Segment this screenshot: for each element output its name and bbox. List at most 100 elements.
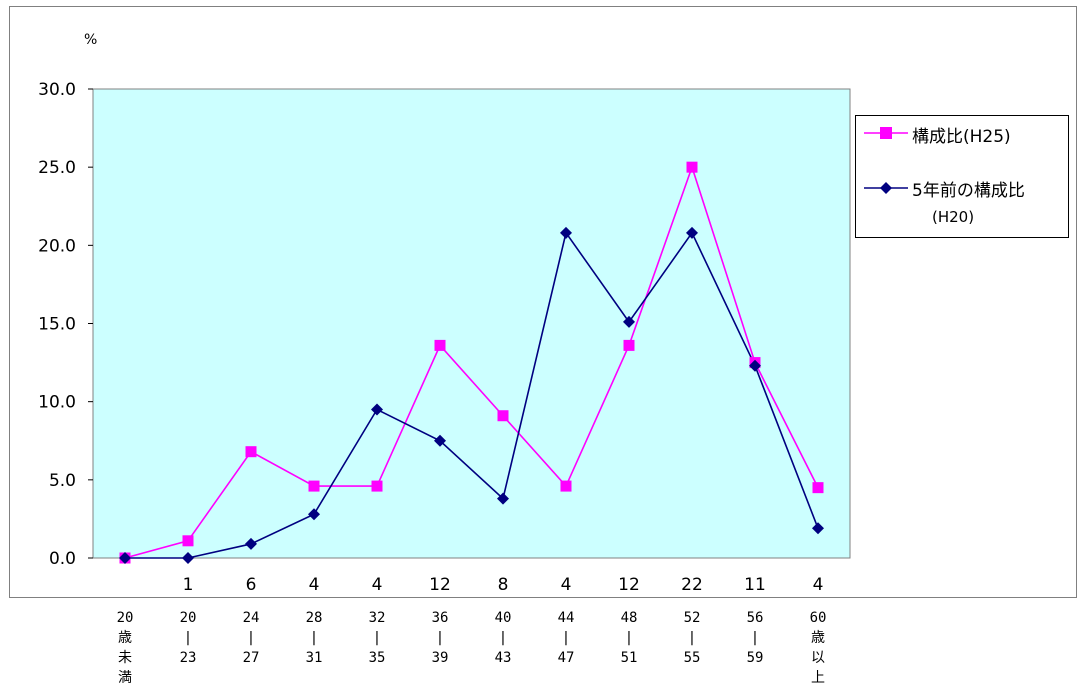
legend-sublabel-h20: (H20) <box>932 208 975 226</box>
age-category-line: 56 <box>746 610 764 626</box>
age-category-line: 以 <box>811 650 825 666</box>
age-category-label: 56 | 59 <box>735 608 775 668</box>
age-category-line: 23 <box>179 650 197 666</box>
x-count-label: 12 <box>429 575 451 595</box>
age-category-line: 27 <box>242 650 260 666</box>
age-category-label: 40 | 43 <box>483 608 523 668</box>
x-count-label: 4 <box>372 575 383 595</box>
data-point-h20 <box>749 359 761 372</box>
x-count-label: 8 <box>498 575 509 595</box>
data-point-h20 <box>308 508 320 521</box>
plot-area <box>92 88 851 559</box>
age-category-line: 歳 <box>118 630 132 646</box>
chart-plot: % 0.0 5.0 10.0 15.0 20.0 25.0 30.0 1 6 4 4 12 8 4 12 2… <box>38 32 851 595</box>
y-tick-label: 20.0 <box>38 236 76 256</box>
data-point-h20 <box>119 552 131 564</box>
data-point-h20 <box>245 537 257 550</box>
age-category-label: 48 | 51 <box>609 608 649 668</box>
age-category-line: | <box>498 630 508 646</box>
age-category-line: 51 <box>620 650 638 666</box>
legend: 構成比(H25) 5年前の構成比 (H20) <box>855 115 1069 238</box>
age-category-line: | <box>435 630 445 646</box>
y-tick-label: 30.0 <box>38 80 76 100</box>
x-count-label: 12 <box>618 575 640 595</box>
age-category-line: 44 <box>557 610 575 626</box>
y-tick-label: 15.0 <box>38 315 76 335</box>
y-tick-label: 0.0 <box>49 549 76 569</box>
age-category-line: 24 <box>242 610 260 626</box>
legend-marker-h25 <box>864 127 908 139</box>
series-line-1 <box>125 230 819 559</box>
data-point-h25 <box>371 480 383 492</box>
data-point-h20 <box>560 226 572 239</box>
age-category-line: | <box>183 630 193 646</box>
series-line-0 <box>124 164 819 559</box>
data-point-h20 <box>812 522 824 535</box>
y-tick-label: 10.0 <box>38 393 76 413</box>
data-point-h20 <box>497 492 509 505</box>
data-point-h20 <box>686 226 698 239</box>
x-count-label: 11 <box>744 575 766 595</box>
x-count-label: 22 <box>681 575 703 595</box>
age-category-line: 歳 <box>811 630 825 646</box>
age-category-label: 20 | 23 <box>168 608 208 668</box>
age-category-line: 35 <box>368 650 386 666</box>
age-category-line: 60 <box>809 610 827 626</box>
age-category-label: 44 | 47 <box>546 608 586 668</box>
age-category-line: 36 <box>431 610 449 626</box>
data-point-h20 <box>371 403 383 416</box>
age-category-line: | <box>309 630 319 646</box>
age-category-line: 40 <box>494 610 512 626</box>
data-point-h25 <box>623 339 635 351</box>
age-category-line: 31 <box>305 650 323 666</box>
age-category-label: 24 | 27 <box>231 608 271 668</box>
age-category-label: 20 歳未満 <box>105 608 145 688</box>
x-count-label: 1 <box>183 575 194 595</box>
age-category-label: 28 | 31 <box>294 608 334 668</box>
age-category-line: | <box>687 630 697 646</box>
x-count-label: 4 <box>309 575 320 595</box>
data-point-h20 <box>434 434 446 447</box>
age-category-line: 43 <box>494 650 512 666</box>
x-count-label: 6 <box>246 575 257 595</box>
age-category-line: 未 <box>118 650 132 666</box>
age-category-line: 32 <box>368 610 386 626</box>
age-category-line: 20 <box>179 610 197 626</box>
x-count-label: 4 <box>813 575 824 595</box>
age-category-label: 36 | 39 <box>420 608 460 668</box>
data-point-h25 <box>245 446 257 458</box>
age-category-line: 55 <box>683 650 701 666</box>
age-category-line: 48 <box>620 610 638 626</box>
age-category-line: 上 <box>811 670 825 686</box>
legend-marker-h20 <box>864 182 908 194</box>
data-point-h25 <box>497 410 509 422</box>
data-point-h25 <box>686 161 698 173</box>
age-category-line: | <box>561 630 571 646</box>
age-category-label: 60 歳以上 <box>798 608 838 688</box>
age-category-line: 47 <box>557 650 575 666</box>
y-tick-label: 25.0 <box>38 158 76 178</box>
data-point-h25 <box>812 482 824 494</box>
age-category-line: | <box>372 630 382 646</box>
age-category-line: 39 <box>431 650 449 666</box>
age-category-line: | <box>246 630 256 646</box>
age-category-line: 52 <box>683 610 701 626</box>
age-category-line: 59 <box>746 650 764 666</box>
age-category-line: 20 <box>116 610 134 626</box>
x-count-label: 4 <box>561 575 572 595</box>
age-category-line: | <box>624 630 634 646</box>
y-axis-unit-label: % <box>84 32 97 48</box>
data-point-h20 <box>182 552 194 564</box>
data-point-h20 <box>623 315 635 328</box>
data-point-h25 <box>182 535 194 547</box>
data-point-h25 <box>308 480 320 492</box>
age-category-line: 満 <box>118 670 132 686</box>
legend-label-h25: 構成比(H25) <box>912 127 1011 147</box>
age-category-label: 32 | 35 <box>357 608 397 668</box>
age-category-label: 52 | 55 <box>672 608 712 668</box>
age-category-line: | <box>750 630 760 646</box>
legend-label-h20: 5年前の構成比 <box>912 181 1025 201</box>
y-tick-label: 5.0 <box>49 471 76 491</box>
age-category-line: 28 <box>305 610 323 626</box>
data-point-h25 <box>560 480 572 492</box>
